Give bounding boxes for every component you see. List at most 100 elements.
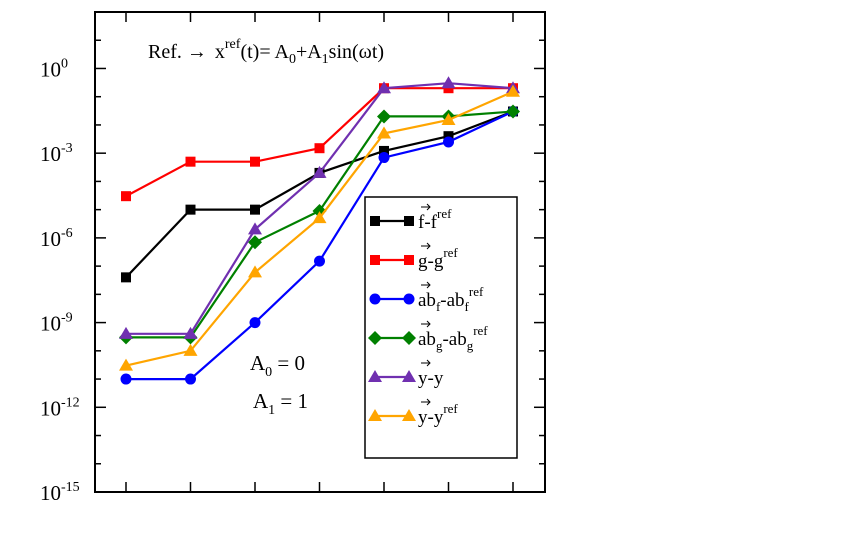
- data-point-y-yhat-B: [183, 326, 198, 339]
- data-point-abf-abf_ref-C: [249, 317, 261, 329]
- param-a0: A0 = 0: [250, 351, 305, 380]
- legend-entry-abg-abg_ref: abg-abgref: [368, 320, 488, 353]
- legend-marker: [402, 331, 416, 345]
- legend-label: g-gref: [418, 245, 458, 272]
- legend-sup: ref: [437, 206, 452, 221]
- data-point-y-yhat-F: [441, 76, 456, 89]
- legend-sup: ref: [443, 245, 458, 260]
- data-point-y-yhat-C: [248, 222, 262, 235]
- ref-x: x: [215, 41, 225, 63]
- y-tick-base: 10: [40, 312, 61, 336]
- legend-mid: -y: [428, 407, 444, 428]
- data-point-yref-yhat_ref-F: [441, 112, 456, 125]
- data-point-y-yhat-A: [119, 326, 133, 339]
- annotations: Ref. → xref(t)= A0+A1sin(ωt)A0 = 0A1 = 1: [148, 37, 384, 418]
- y-tick-label: 10-9: [40, 311, 73, 336]
- legend-mid: -ab: [442, 329, 466, 350]
- legend-base: g: [418, 251, 428, 272]
- ref-plus: +A: [296, 41, 322, 63]
- series-y-yhat: [119, 76, 520, 339]
- ref-expr: (t)= A: [240, 41, 289, 63]
- vector-arrow-icon: [421, 398, 431, 406]
- y-tick-label: 10-12: [40, 395, 80, 420]
- legend-marker: [368, 331, 382, 345]
- y-tick-exponent: -12: [61, 395, 80, 410]
- y-tick-label: 10-15: [40, 480, 80, 505]
- data-point-abg-abg_ref-G: [506, 104, 520, 119]
- legend-sub: g: [467, 338, 474, 353]
- data-point-f-f_ref-E: [379, 145, 389, 156]
- ref-sup: ref: [225, 37, 241, 52]
- data-point-yref-yhat_ref-G: [506, 84, 520, 97]
- data-point-yref-yhat_ref-B: [183, 343, 198, 356]
- legend-mid: -g: [428, 251, 444, 272]
- y-tick-base: 10: [40, 142, 61, 166]
- series-line-g-g_ref: [125, 87, 513, 198]
- param-value: = 0: [272, 351, 305, 375]
- ref-prefix: Ref. →: [148, 41, 207, 63]
- data-point-abg-abg_ref-E: [377, 109, 391, 124]
- data-point-g-g_ref-D: [314, 143, 325, 154]
- legend-sup: ref: [469, 284, 484, 299]
- legend-marker: [369, 293, 381, 305]
- y-tick-exponent: -3: [61, 141, 73, 156]
- data-point-f-f_ref-F: [443, 131, 454, 142]
- param-a1: A1 = 1: [253, 389, 308, 418]
- data-point-abf-abf_ref-A: [120, 373, 132, 385]
- legend-base: y: [418, 368, 428, 389]
- vector-arrow-icon: [421, 281, 431, 289]
- legend-label: abg-abgref: [418, 323, 488, 353]
- legend-base: y: [418, 407, 428, 428]
- param-sub: 0: [265, 365, 272, 380]
- series-g-g_ref: [121, 83, 518, 202]
- ref-sub: 0: [289, 52, 296, 67]
- legend-base: ab: [418, 290, 436, 311]
- data-point-abf-abf_ref-B: [185, 373, 196, 385]
- data-point-y-yhat-E: [377, 81, 391, 94]
- legend-base: f: [418, 212, 425, 233]
- y-tick-exponent: -15: [61, 480, 80, 495]
- param-sub: 1: [268, 403, 275, 418]
- legend-label: y-yref: [418, 401, 458, 428]
- legend-mid: -f: [424, 212, 437, 233]
- legend-entry-abf-abf_ref: abf-abfref: [369, 281, 484, 314]
- legend-label: f-fref: [418, 206, 452, 233]
- y-tick-label: 10-3: [40, 141, 73, 166]
- legend-sup: ref: [443, 401, 458, 416]
- data-point-abf-abf_ref-D: [314, 255, 325, 267]
- data-point-yref-yhat_ref-D: [312, 211, 327, 224]
- reference-formula: Ref. → xref(t)= A0+A1sin(ωt): [148, 37, 384, 67]
- legend-mid: -y: [428, 368, 444, 389]
- legend: f-frefg-grefabf-abfrefabg-abgrefy-yy-yre…: [364, 196, 518, 459]
- series-yref-yhat_ref: [119, 84, 520, 371]
- vector-arrow-icon: [421, 320, 431, 328]
- vector-arrow-icon: [421, 242, 431, 250]
- legend-base: ab: [418, 329, 436, 350]
- legend-entry-f-f_ref: f-fref: [370, 203, 452, 233]
- ref-sin: sin(ωt): [329, 41, 384, 63]
- y-tick-exponent: -9: [61, 311, 73, 326]
- y-tick-exponent: 0: [61, 56, 68, 71]
- legend-marker: [370, 255, 380, 265]
- data-point-f-f_ref-A: [121, 272, 131, 283]
- legend-marker: [368, 370, 382, 382]
- data-point-f-f_ref-C: [250, 204, 260, 215]
- legend-mid: -ab: [440, 290, 464, 311]
- param-label: A: [250, 351, 266, 375]
- legend-marker: [402, 370, 416, 382]
- legend-marker: [403, 293, 415, 305]
- legend-sup: ref: [473, 323, 488, 338]
- legend-marker: [404, 216, 414, 226]
- legend-entry-y-yhat: y-y: [368, 359, 444, 389]
- legend-box: [364, 196, 518, 459]
- legend-label: abf-abfref: [418, 284, 484, 314]
- legend-marker: [368, 409, 382, 421]
- data-point-yref-yhat_ref-E: [377, 126, 391, 139]
- legend-label: y-y: [418, 368, 444, 389]
- y-tick-base: 10: [40, 396, 61, 420]
- legend-entry-g-g_ref: g-gref: [370, 242, 458, 272]
- legend-sub: f: [465, 299, 470, 314]
- param-label: A: [253, 389, 269, 413]
